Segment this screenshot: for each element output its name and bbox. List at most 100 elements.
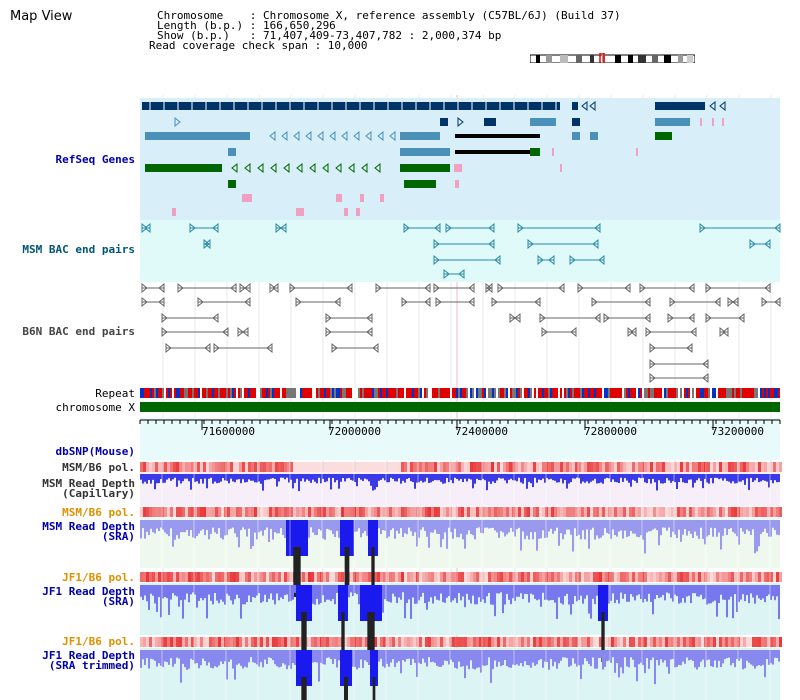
depth-bar bbox=[220, 585, 222, 600]
depth-bar bbox=[308, 520, 310, 538]
chromosome-ideogram[interactable] bbox=[530, 53, 695, 63]
pol-cell bbox=[608, 637, 611, 647]
gene-arrow bbox=[457, 116, 464, 128]
depth-bar bbox=[148, 474, 150, 480]
depth-bar bbox=[430, 650, 432, 663]
pol-cell bbox=[605, 572, 608, 582]
pol-cell bbox=[380, 572, 383, 582]
track-label-dbsnp[interactable]: dbSNP(Mouse) bbox=[55, 445, 135, 458]
track-label-jf1-b6-pol-1[interactable]: JF1/B6 pol. bbox=[62, 571, 135, 584]
gene-arrow bbox=[719, 326, 726, 338]
pol-cell bbox=[749, 637, 752, 647]
depth-bar bbox=[592, 474, 594, 481]
repeat-element bbox=[176, 388, 178, 398]
depth-bar bbox=[474, 474, 476, 484]
pol-cell bbox=[500, 637, 503, 647]
depth-bar bbox=[768, 520, 770, 537]
pol-cell bbox=[230, 572, 233, 582]
pol-cell bbox=[239, 637, 242, 647]
pol-cell bbox=[581, 462, 584, 472]
track-label-msm-b6-pol-1[interactable]: MSM/B6 pol. bbox=[62, 461, 135, 474]
depth-bar bbox=[466, 474, 468, 482]
pol-cell bbox=[305, 507, 308, 517]
pol-cell bbox=[140, 462, 143, 472]
depth-bar bbox=[326, 520, 328, 529]
repeat-element bbox=[338, 388, 340, 398]
depth-bar bbox=[660, 585, 662, 598]
pol-cell bbox=[341, 507, 344, 517]
depth-bar bbox=[198, 474, 200, 484]
track-label-msm-depth-capillary[interactable]: MSM Read Depth (Capillary) bbox=[42, 478, 135, 499]
track-label-chromosome[interactable]: chromosome X bbox=[55, 401, 135, 414]
depth-bar bbox=[760, 520, 762, 534]
depth-bar bbox=[144, 474, 146, 482]
track-label-jf1-b6-pol-2[interactable]: JF1/B6 pol. bbox=[62, 635, 135, 648]
depth-bar bbox=[252, 520, 254, 547]
pol-cell bbox=[413, 507, 416, 517]
pol-cell bbox=[584, 462, 587, 472]
gene-arrow bbox=[690, 326, 697, 338]
track-label-repeat[interactable]: Repeat bbox=[95, 387, 135, 400]
pol-cell bbox=[593, 637, 596, 647]
axis-tick-label: 72400000 bbox=[455, 425, 508, 438]
repeat-element bbox=[288, 388, 290, 398]
depth-bar bbox=[192, 585, 194, 593]
pol-cell bbox=[602, 462, 605, 472]
repeat-element bbox=[180, 388, 182, 398]
depth-bar bbox=[470, 474, 472, 480]
depth-bar bbox=[364, 650, 366, 661]
repeat-element bbox=[690, 388, 692, 398]
pol-cell bbox=[482, 507, 485, 517]
track-label-msm-bac[interactable]: MSM BAC end pairs bbox=[22, 243, 135, 256]
track-label-msm-depth-sra[interactable]: MSM Read Depth (SRA) bbox=[42, 521, 135, 542]
depth-bar bbox=[758, 474, 760, 483]
repeat-element bbox=[698, 388, 700, 398]
repeat-element bbox=[218, 388, 220, 398]
depth-bar bbox=[408, 650, 410, 659]
track-label-jf1-depth-trimmed[interactable]: JF1 Read Depth (SRA trimmed) bbox=[42, 650, 135, 671]
depth-bar bbox=[322, 474, 324, 479]
current-region-marker bbox=[599, 53, 605, 63]
repeat-element bbox=[398, 388, 400, 398]
depth-bar bbox=[148, 520, 150, 536]
pol-cell bbox=[155, 572, 158, 582]
pol-cell bbox=[323, 572, 326, 582]
depth-bar bbox=[774, 650, 776, 658]
gene-arrow bbox=[445, 222, 452, 234]
depth-bar bbox=[550, 650, 552, 659]
depth-bar bbox=[140, 520, 142, 539]
pol-cell bbox=[164, 637, 167, 647]
depth-bar bbox=[524, 474, 526, 479]
depth-bar bbox=[532, 474, 534, 488]
depth-bar bbox=[200, 650, 202, 666]
pol-cell bbox=[143, 462, 146, 472]
pol-cell bbox=[704, 507, 707, 517]
pol-cell bbox=[350, 637, 353, 647]
pol-cell bbox=[575, 572, 578, 582]
depth-bar bbox=[412, 474, 414, 483]
gene-arrow bbox=[270, 162, 277, 174]
depth-bar bbox=[362, 520, 364, 534]
depth-bar bbox=[438, 585, 440, 601]
track-label-b6n-bac[interactable]: B6N BAC end pairs bbox=[22, 325, 135, 338]
depth-bar bbox=[686, 520, 688, 536]
depth-bar bbox=[562, 585, 564, 605]
pol-cell bbox=[686, 462, 689, 472]
depth-bar bbox=[434, 474, 436, 480]
pol-cell bbox=[548, 572, 551, 582]
depth-bar bbox=[560, 520, 562, 534]
depth-bar bbox=[502, 650, 504, 665]
track-label-msm-b6-pol-2[interactable]: MSM/B6 pol. bbox=[62, 506, 135, 519]
depth-bar bbox=[748, 520, 750, 532]
track-label-jf1-depth-sra[interactable]: JF1 Read Depth (SRA) bbox=[42, 586, 135, 607]
gene-feature bbox=[380, 194, 384, 202]
depth-bar bbox=[250, 650, 252, 658]
repeat-element bbox=[598, 388, 600, 398]
pol-cell bbox=[203, 507, 206, 517]
pol-cell bbox=[566, 572, 569, 582]
track-label-refseq[interactable]: RefSeq Genes bbox=[55, 153, 135, 166]
gene-arrow bbox=[541, 326, 548, 338]
depth-bar bbox=[262, 520, 264, 536]
depth-bar bbox=[242, 520, 244, 528]
